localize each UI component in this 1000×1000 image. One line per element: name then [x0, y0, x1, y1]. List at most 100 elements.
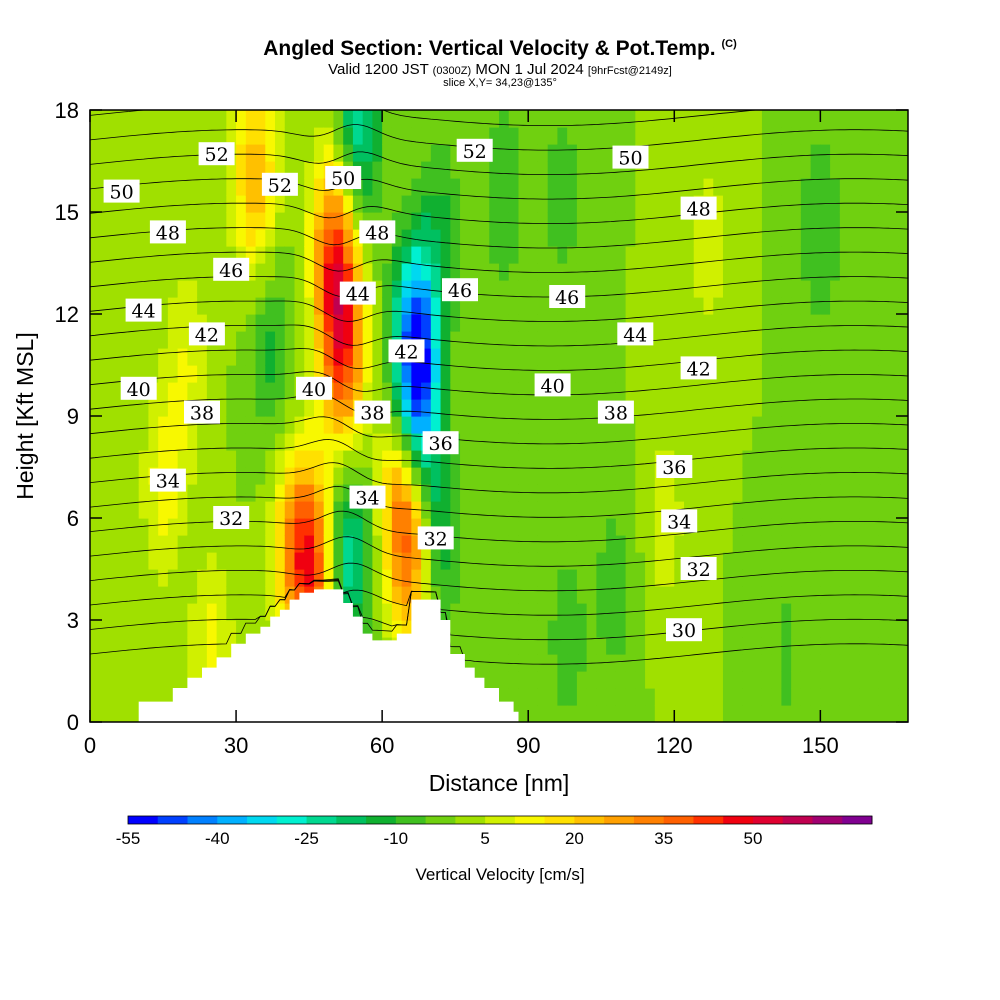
- velocity-cell: [304, 263, 315, 281]
- velocity-cell: [294, 416, 305, 434]
- velocity-cell: [547, 603, 559, 621]
- velocity-cell: [859, 297, 870, 315]
- velocity-cell: [732, 229, 744, 247]
- velocity-cell: [333, 450, 344, 468]
- velocity-cell: [255, 365, 266, 383]
- velocity-cell: [791, 569, 802, 587]
- velocity-cell: [742, 195, 753, 213]
- velocity-cell: [284, 450, 296, 468]
- velocity-cell: [138, 620, 150, 638]
- velocity-cell: [479, 229, 490, 247]
- colorbar-swatch: [842, 816, 873, 824]
- velocity-cell: [742, 705, 753, 722]
- velocity-cell: [197, 246, 208, 264]
- velocity-cell: [586, 688, 597, 706]
- velocity-cell: [664, 161, 675, 179]
- velocity-cell: [800, 450, 812, 468]
- velocity-cell: [664, 178, 675, 196]
- velocity-cell: [177, 586, 188, 604]
- velocity-cell: [128, 450, 140, 468]
- velocity-cell: [722, 263, 734, 281]
- theta-label: 46: [219, 260, 243, 282]
- velocity-cell: [557, 603, 568, 621]
- velocity-cell: [255, 161, 266, 179]
- velocity-cell: [703, 518, 714, 536]
- velocity-cell: [791, 518, 802, 536]
- velocity-cell: [119, 450, 130, 468]
- velocity-cell: [284, 382, 296, 400]
- velocity-cell: [528, 382, 539, 400]
- colorbar-tick-label: -55: [116, 829, 141, 848]
- velocity-cell: [596, 467, 607, 485]
- velocity-cell: [167, 552, 179, 570]
- velocity-cell: [859, 705, 870, 722]
- velocity-cell: [528, 518, 539, 536]
- theta-contour-line: [90, 416, 908, 445]
- velocity-cell: [109, 263, 120, 281]
- velocity-cell: [684, 399, 695, 417]
- velocity-cell: [499, 178, 510, 196]
- colorbar-swatch: [574, 816, 605, 824]
- velocity-cell: [479, 620, 490, 638]
- velocity-cell: [128, 161, 140, 179]
- theta-label-box: [666, 618, 702, 642]
- velocity-cell: [830, 603, 841, 621]
- velocity-cell: [771, 603, 783, 621]
- velocity-cell: [148, 620, 159, 638]
- velocity-cell: [469, 127, 481, 145]
- velocity-cell: [499, 382, 510, 400]
- velocity-cell: [167, 144, 179, 162]
- velocity-cell: [537, 212, 549, 230]
- velocity-cell: [362, 620, 374, 638]
- velocity-cell: [839, 620, 851, 638]
- velocity-cell: [859, 178, 870, 196]
- velocity-cell: [898, 569, 908, 587]
- velocity-cell: [206, 212, 218, 230]
- velocity-cell: [693, 399, 705, 417]
- velocity-cell: [109, 382, 120, 400]
- velocity-cell: [888, 535, 899, 553]
- velocity-cell: [197, 263, 208, 281]
- velocity-cell: [99, 654, 111, 672]
- velocity-cell: [567, 450, 578, 468]
- theta-label: 36: [662, 457, 686, 479]
- velocity-cell: [304, 110, 315, 128]
- velocity-cell: [226, 365, 237, 383]
- velocity-cell: [742, 501, 753, 519]
- velocity-cell: [654, 620, 666, 638]
- x-axis-title: Distance [nm]: [429, 770, 570, 796]
- velocity-cell: [869, 433, 880, 451]
- velocity-cell: [158, 603, 169, 621]
- velocity-cell: [810, 127, 821, 145]
- velocity-cell: [226, 433, 237, 451]
- velocity-cell: [859, 280, 870, 298]
- velocity-cell: [391, 603, 403, 621]
- velocity-cell: [752, 331, 763, 349]
- velocity-cell: [469, 110, 481, 128]
- velocity-cell: [645, 297, 656, 315]
- theta-label-box: [680, 356, 717, 380]
- theta-label: 38: [190, 403, 214, 425]
- velocity-cell: [771, 450, 783, 468]
- velocity-cell: [586, 518, 597, 536]
- velocity-cell: [148, 314, 159, 332]
- velocity-cell: [343, 297, 354, 315]
- velocity-cell: [606, 161, 617, 179]
- velocity-cell: [518, 297, 529, 315]
- velocity-cell: [216, 127, 227, 145]
- velocity-cell: [255, 263, 266, 281]
- velocity-cell: [450, 178, 461, 196]
- velocity-cell: [557, 212, 568, 230]
- velocity-cell: [878, 450, 890, 468]
- velocity-cell: [90, 348, 101, 366]
- velocity-cell: [547, 331, 559, 349]
- velocity-cell: [615, 569, 627, 587]
- velocity-cell: [674, 348, 685, 366]
- velocity-cell: [859, 637, 870, 655]
- velocity-cell: [664, 280, 675, 298]
- velocity-cell: [703, 161, 714, 179]
- velocity-cell: [304, 246, 315, 264]
- velocity-cell: [197, 161, 208, 179]
- velocity-cell: [791, 195, 802, 213]
- velocity-cell: [148, 603, 159, 621]
